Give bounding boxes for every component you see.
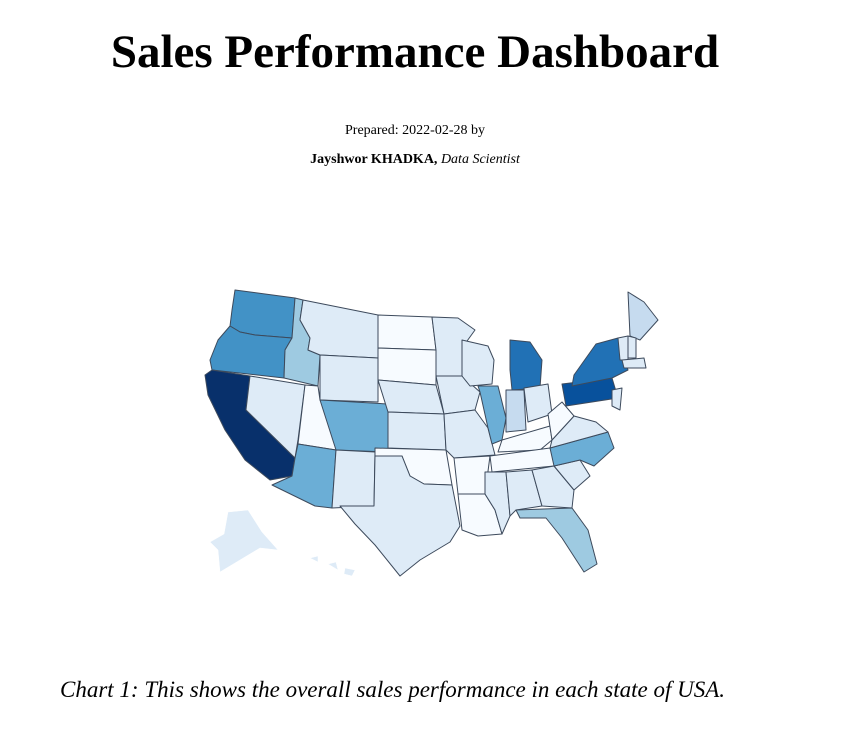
state-al[interactable] [505,469,543,517]
author-role: Data Scientist [440,152,520,167]
state-ne[interactable] [377,379,445,415]
author-name: Jayshwor KHADKA, [310,152,438,167]
state-mi[interactable] [509,339,543,391]
state-oh[interactable] [523,383,553,423]
prepared-date: 2022-02-28 [402,123,468,138]
author-line: Jayshwor KHADKA, Data Scientist [0,151,830,169]
state-nm[interactable] [331,449,376,509]
state-tx[interactable] [339,455,461,577]
state-me[interactable] [627,291,659,341]
prepared-line: Prepared: 2022-02-28 by [0,122,830,140]
state-wv[interactable] [547,401,575,441]
state-sd[interactable] [377,347,437,386]
state-ma[interactable] [621,357,647,369]
state-hi[interactable] [309,555,356,577]
state-mt[interactable] [299,299,379,359]
state-nd[interactable] [377,314,437,351]
state-nj[interactable] [611,387,623,411]
state-ks[interactable] [387,411,447,451]
chart-caption: Chart 1: This shows the overall sales pe… [60,677,726,702]
state-nh[interactable] [627,335,637,359]
state-ky[interactable] [497,425,553,453]
state-in[interactable] [505,389,527,433]
page-title: Sales Performance Dashboard [110,26,720,78]
state-ny[interactable] [571,337,629,387]
state-fl[interactable] [515,507,598,573]
states-layer [204,289,659,577]
prepared-prefix: Prepared: [345,123,403,138]
prepared-suffix: by [467,123,485,138]
state-wa[interactable] [229,289,296,339]
state-wy[interactable] [319,354,379,403]
state-vt[interactable] [617,335,629,361]
state-wi[interactable] [461,339,495,387]
state-il[interactable] [477,385,507,445]
usa-sales-choropleth-map[interactable] [200,280,670,580]
state-ak[interactable] [209,509,279,573]
state-ga[interactable] [531,465,575,509]
